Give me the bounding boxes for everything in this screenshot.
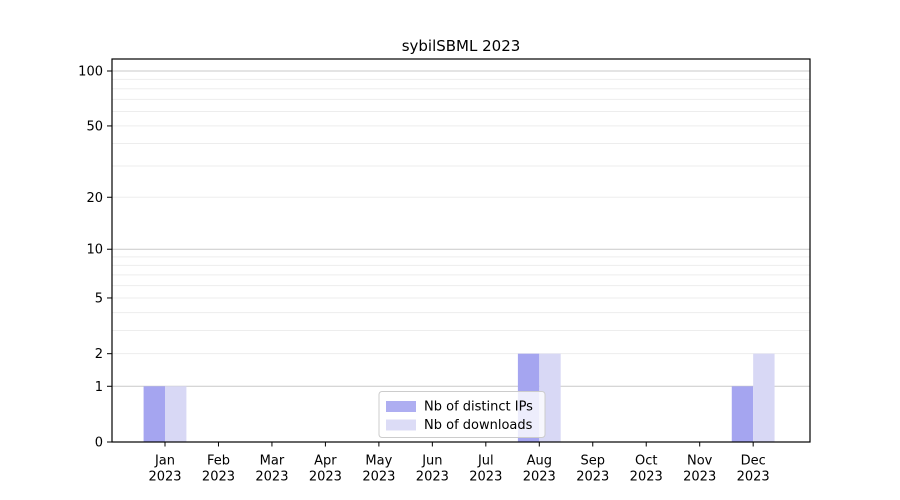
plot-border [111,58,811,443]
legend-swatch [386,419,416,431]
x-tick-label-year: 2023 [309,470,342,485]
x-axis: Jan2023Feb2023Mar2023Apr2023May2023Jun20… [148,442,770,485]
y-tick-label: 50 [86,119,103,134]
x-tick-label-month: Jul [477,454,494,469]
x-tick-label-month: Oct [635,454,657,469]
x-tick-label-month: Feb [207,454,230,469]
y-tick-label: 20 [86,191,103,206]
y-tick-label: 2 [95,347,103,362]
bar [143,386,165,442]
x-tick-label-month: May [365,454,392,469]
legend-label: Nb of downloads [424,418,533,433]
x-tick-label-year: 2023 [416,470,449,485]
x-tick-label-month: Nov [687,454,713,469]
x-tick-label-year: 2023 [255,470,288,485]
x-tick-label-year: 2023 [737,470,770,485]
y-tick-label: 0 [95,436,103,451]
x-tick-label-month: Jun [421,454,442,469]
y-axis: 0 1 2 5 10 20 50 100 [78,65,112,451]
bar [753,353,775,442]
x-tick-label-year: 2023 [469,470,502,485]
x-tick-label-year: 2023 [683,470,716,485]
x-tick-label-year: 2023 [523,470,556,485]
y-tick-label: 100 [78,65,103,80]
legend-swatch [386,401,416,412]
x-tick-label-year: 2023 [148,470,181,485]
x-tick-label-year: 2023 [362,470,395,485]
x-tick-label-year: 2023 [202,470,235,485]
x-tick-label-month: Aug [527,454,552,469]
x-tick-label-year: 2023 [576,470,609,485]
legend: Nb of distinct IPs Nb of downloads [378,391,546,438]
x-tick-label-month: Jan [154,454,175,469]
legend-label: Nb of distinct IPs [424,400,533,415]
x-tick-label-month: Apr [314,454,337,469]
y-tick-label: 5 [95,291,103,306]
gridlines [112,70,810,387]
chart-title: sybilSBML 2023 [402,37,521,55]
x-tick-label-month: Mar [260,454,285,469]
x-tick-label-year: 2023 [630,470,663,485]
x-tick-label-month: Dec [741,454,766,469]
x-tick-label-month: Sep [581,454,606,469]
bar [165,386,187,442]
y-tick-label: 10 [86,243,103,258]
bar [731,386,754,442]
legend-box [378,391,546,438]
y-tick-label: 1 [95,380,103,395]
